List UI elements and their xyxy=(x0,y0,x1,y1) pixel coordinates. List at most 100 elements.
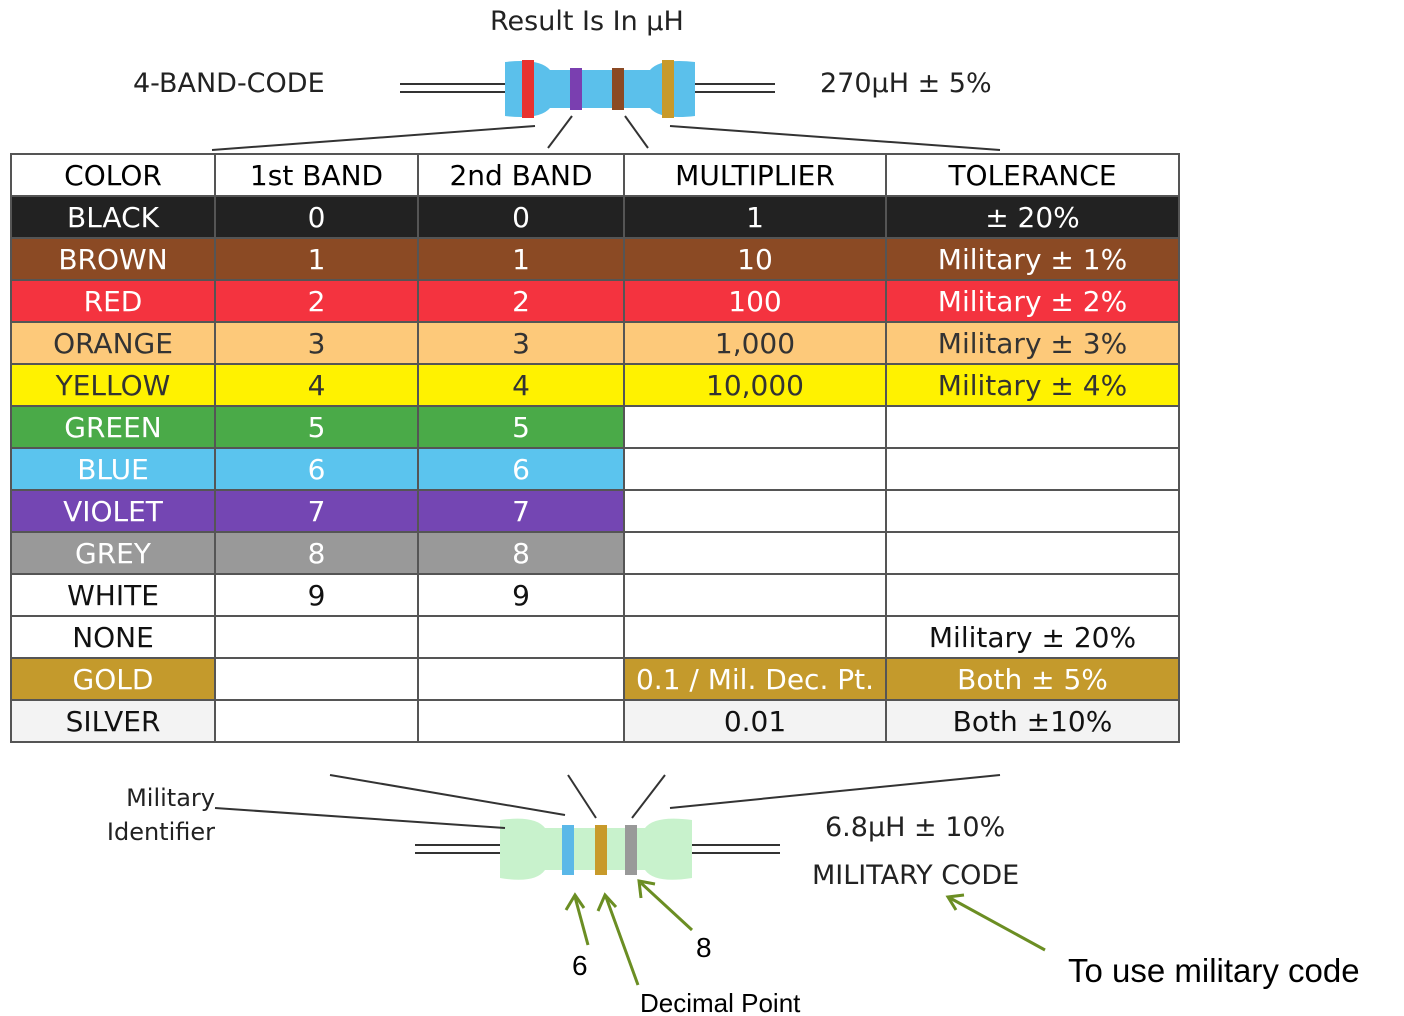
cell xyxy=(623,531,887,575)
cell: 2 xyxy=(417,279,625,323)
cell: 1 xyxy=(623,195,887,239)
cell: GOLD xyxy=(10,657,216,701)
cell: 4 xyxy=(417,363,625,407)
annotation: To use military code xyxy=(1068,952,1360,989)
cell: VIOLET xyxy=(10,489,216,533)
cell: 0 xyxy=(214,195,419,239)
cell xyxy=(623,405,887,449)
cell: Military ± 3% xyxy=(885,321,1180,365)
cell: 1,000 xyxy=(623,321,887,365)
column-header: 1st BAND xyxy=(214,153,419,197)
table-row: GOLD 0.1 / Mil. Dec. Pt. Both ± 5% xyxy=(10,657,1180,701)
cell xyxy=(623,489,887,533)
cell xyxy=(885,489,1180,533)
cell: GREY xyxy=(10,531,216,575)
annotation: Decimal Point xyxy=(640,988,801,1016)
cell: 0 xyxy=(417,195,625,239)
cell: 1 xyxy=(214,237,419,281)
cell: 5 xyxy=(417,405,625,449)
annotation: 8 xyxy=(696,932,712,963)
cell: ORANGE xyxy=(10,321,216,365)
cell: Both ± 5% xyxy=(885,657,1180,701)
cell xyxy=(885,447,1180,491)
bottom-resistor xyxy=(214,774,1001,880)
cell: 4 xyxy=(214,363,419,407)
military-code: MILITARY CODE xyxy=(812,860,1020,891)
table-row: GREEN 5 5 xyxy=(10,405,1180,449)
cell: BLACK xyxy=(10,195,216,239)
cell: 8 xyxy=(417,531,625,575)
cell xyxy=(417,657,625,701)
cell: 3 xyxy=(417,321,625,365)
cell: 6 xyxy=(214,447,419,491)
cell: 2 xyxy=(214,279,419,323)
table-row: VIOLET 7 7 xyxy=(10,489,1180,533)
table-row: YELLOW 4 4 10,000 Military ± 4% xyxy=(10,363,1180,407)
cell: 0.01 xyxy=(623,699,887,743)
table-row: SILVER 0.01 Both ±10% xyxy=(10,699,1180,743)
military-identifier: Military xyxy=(126,784,215,812)
table-row: ORANGE 3 3 1,000 Military ± 3% xyxy=(10,321,1180,365)
cell xyxy=(417,615,625,659)
cell: Military ± 1% xyxy=(885,237,1180,281)
top-resistor xyxy=(211,60,1001,151)
cell: NONE xyxy=(10,615,216,659)
table-row: BROWN 1 1 10 Military ± 1% xyxy=(10,237,1180,281)
table-row: NONE Military ± 20% xyxy=(10,615,1180,659)
cell: 7 xyxy=(214,489,419,533)
column-header: TOLERANCE xyxy=(885,153,1180,197)
cell xyxy=(214,615,419,659)
cell: 6 xyxy=(417,447,625,491)
cell xyxy=(214,657,419,701)
arrows xyxy=(564,879,1046,986)
cell: 5 xyxy=(214,405,419,449)
cell xyxy=(885,405,1180,449)
military-identifier: Identifier xyxy=(106,818,215,846)
cell: YELLOW xyxy=(10,363,216,407)
cell xyxy=(885,573,1180,617)
cell xyxy=(623,573,887,617)
table-row: WHITE 9 9 xyxy=(10,573,1180,617)
cell: Military ± 2% xyxy=(885,279,1180,323)
cell: WHITE xyxy=(10,573,216,617)
title: Result Is In µH xyxy=(490,6,684,37)
table-row: BLUE 6 6 xyxy=(10,447,1180,491)
cell: GREEN xyxy=(10,405,216,449)
cell: 0.1 / Mil. Dec. Pt. xyxy=(623,657,887,701)
cell xyxy=(623,615,887,659)
cell: 10 xyxy=(623,237,887,281)
annotation: 6 xyxy=(572,950,588,981)
table-row: GREY 8 8 xyxy=(10,531,1180,575)
column-header: 2nd BAND xyxy=(417,153,625,197)
cell xyxy=(214,699,419,743)
cell: 7 xyxy=(417,489,625,533)
cell xyxy=(885,531,1180,575)
table-row: BLACK 0 0 1 ± 20% xyxy=(10,195,1180,239)
bottom-result: 6.8µH ± 10% xyxy=(825,812,1006,843)
table-row: RED 2 2 100 Military ± 2% xyxy=(10,279,1180,323)
cell xyxy=(623,447,887,491)
cell: 9 xyxy=(214,573,419,617)
cell: ± 20% xyxy=(885,195,1180,239)
cell: Military ± 20% xyxy=(885,615,1180,659)
cell: BROWN xyxy=(10,237,216,281)
column-header: MULTIPLIER xyxy=(623,153,887,197)
header-row: COLOR 1st BAND 2nd BAND MULTIPLIER TOLERANCE xyxy=(10,153,1180,197)
cell: SILVER xyxy=(10,699,216,743)
cell xyxy=(417,699,625,743)
color-table: COLOR 1st BAND 2nd BAND MULTIPLIER TOLERANCE… xyxy=(10,153,1180,743)
top-result: 270µH ± 5% xyxy=(820,68,992,99)
cell: 10,000 xyxy=(623,363,887,407)
cell: 9 xyxy=(417,573,625,617)
cell: BLUE xyxy=(10,447,216,491)
cell: 1 xyxy=(417,237,625,281)
column-header: COLOR xyxy=(10,153,216,197)
cell: Military ± 4% xyxy=(885,363,1180,407)
cell: Both ±10% xyxy=(885,699,1180,743)
cell: 100 xyxy=(623,279,887,323)
cell: 8 xyxy=(214,531,419,575)
top-label: 4-BAND-CODE xyxy=(133,68,325,99)
cell: RED xyxy=(10,279,216,323)
